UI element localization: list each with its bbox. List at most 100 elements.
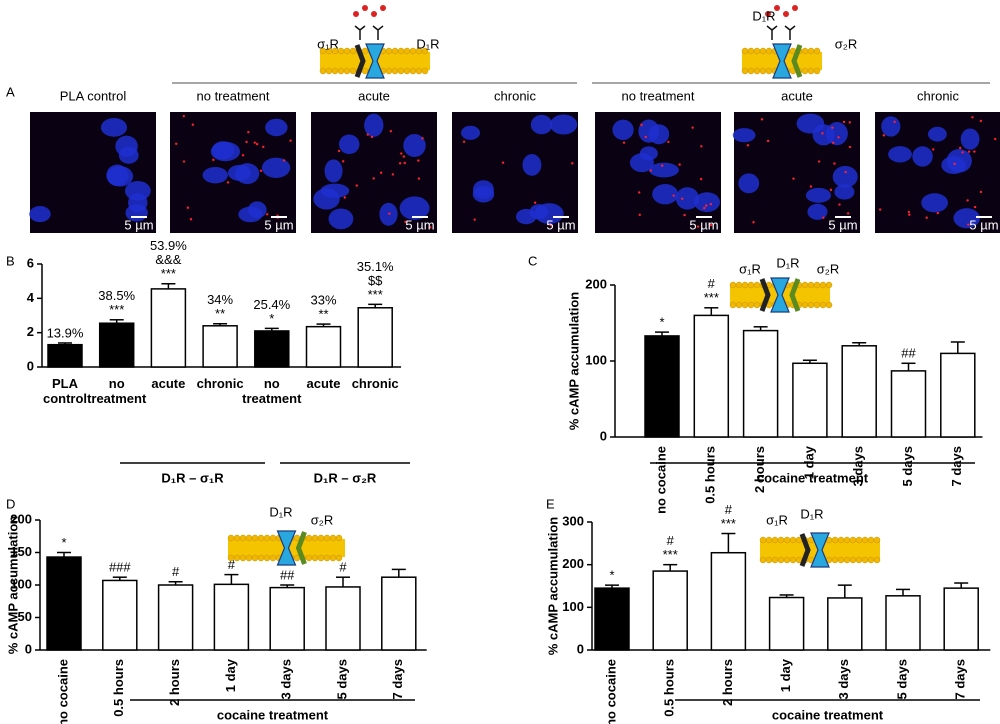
receptor-label: D₁R [752,8,775,23]
receptor-sigma [789,278,801,312]
pla-signal [289,139,292,142]
pla-signal [966,199,969,202]
x-tick-label: 7 days [953,659,968,699]
lipid-head [867,556,875,564]
bar [693,314,730,438]
nucleus [960,128,980,150]
panel-letter: A [6,84,15,99]
pla-signal [893,120,896,124]
lipid-head [843,556,851,564]
ligand [362,5,368,11]
lipid-head [831,556,839,564]
lipid-head [765,67,773,75]
nucleus [612,119,634,141]
pla-signal [175,142,178,146]
nucleus [106,166,134,187]
bar [644,335,680,438]
y-tick-label: 2 [27,324,34,339]
y-axis-label: % cAMP accumulation [566,292,581,431]
bar [157,584,194,651]
pla-signal [817,160,821,163]
scale-bar-label: 5 µm [546,217,575,232]
ligand [783,11,789,17]
pla-signal [638,191,641,194]
pla-signal [421,137,424,140]
pla-signal [549,223,552,227]
lipid-head [335,534,343,542]
pla-signal [417,177,421,180]
nucleus [881,116,901,137]
pla-signal [672,194,675,197]
y-tick-label: 100 [585,352,607,367]
bar [98,322,135,368]
significance-label: * [659,315,664,330]
lipid-head [233,534,241,542]
pla-signal [191,123,195,126]
nucleus [807,203,828,220]
bar [792,362,828,438]
lipid-head [771,536,779,544]
x-tick-label: 5 days [894,659,909,699]
group-label: D₁R – σ₁R [161,470,224,485]
pla-signal [265,213,269,216]
pla-signal [703,206,706,210]
x-tick-label: 0.5 hours [703,446,718,504]
bar [213,583,250,651]
membrane-diagram [319,43,430,79]
pla-signal [282,159,286,162]
lipid-head [747,47,755,55]
column-label: acute [358,88,390,103]
bar [305,325,342,368]
y-axis-label: % cAMP accumulation [5,516,20,655]
significance-label: $$ [368,273,383,288]
nucleus [941,156,966,175]
y-tick-label: 4 [27,290,35,305]
lipid-head [801,47,809,55]
pla-signal [822,216,825,219]
lipid-head [343,47,351,55]
significance-label: * [609,568,614,583]
pla-signal [389,129,393,133]
nucleus [888,146,912,163]
bar [841,345,877,438]
lipid-head [843,536,851,544]
ligand [765,11,771,17]
lipid-head [263,534,271,542]
pla-signal [388,212,391,215]
nucleus [921,193,948,213]
bar [943,587,979,651]
nucleus [629,153,654,173]
pla-signal [979,119,983,123]
lipid-head [831,536,839,544]
nucleus [328,208,354,230]
pla-signal [809,185,813,188]
column-label: PLA control [60,88,127,103]
nucleus [29,206,51,223]
x-tick-label: chronic [352,376,399,391]
x-tick-label: 3 days [836,659,851,699]
scale-bar-label: 5 µm [124,217,153,232]
membrane-diagram [227,530,345,566]
significance-label: *** [161,266,176,281]
lipid-head [789,536,797,544]
significance-label: 34% [207,292,233,307]
significance-label: *** [663,547,678,562]
significance-label: # [708,276,716,291]
group-label: cocaine treatment [772,707,884,722]
receptor-d1 [772,43,792,79]
significance-label: # [725,502,733,517]
x-tick-label: 5 days [900,446,915,486]
x-tick-label: no cocaine [55,659,70,724]
x-tick-label: 3 days [279,659,294,699]
pla-signal [961,151,964,154]
lipid-head [323,534,331,542]
receptor-label: σ₁R [317,36,339,51]
pla-signal [709,224,713,227]
lipid-head [819,301,827,309]
pla-signal [683,213,686,217]
pla-signal [391,173,395,176]
pla-signal [842,120,846,124]
nucleus [522,154,542,176]
x-tick-label: 7 days [390,659,405,699]
lipid-head [245,554,253,562]
